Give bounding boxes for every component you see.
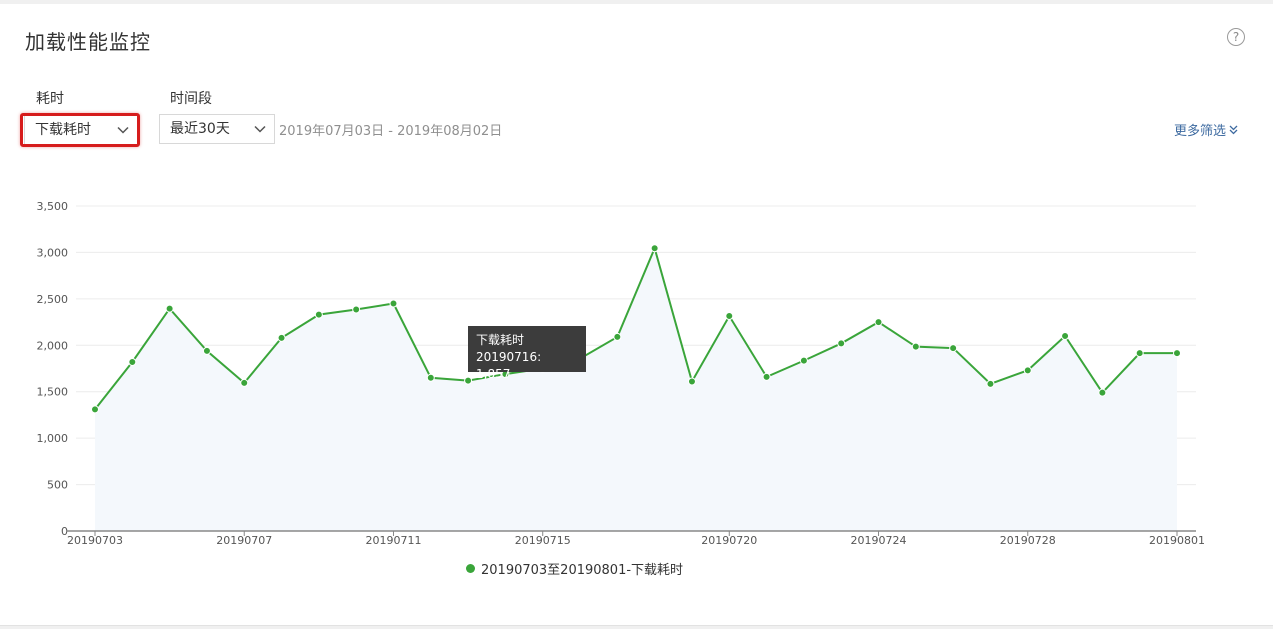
y-tick-label: 3,000 bbox=[37, 246, 69, 259]
data-point bbox=[613, 332, 622, 341]
more-filters-label: 更多筛选 bbox=[1174, 124, 1227, 139]
series-line bbox=[94, 245, 1177, 410]
metric-label: 耗时 bbox=[36, 91, 64, 107]
x-tick-label: 20190711 bbox=[365, 534, 421, 547]
period-label: 时间段 bbox=[170, 91, 212, 107]
data-point bbox=[874, 318, 883, 327]
metric-select-highlight bbox=[20, 113, 140, 147]
data-point bbox=[277, 333, 286, 342]
data-point bbox=[1173, 349, 1181, 358]
tooltip-title: 下载耗时 bbox=[476, 333, 525, 347]
help-icon[interactable]: ? bbox=[1227, 28, 1245, 46]
x-tick-label: 20190715 bbox=[515, 534, 571, 547]
data-point bbox=[464, 376, 473, 385]
data-point bbox=[314, 310, 323, 319]
data-point bbox=[128, 358, 137, 366]
double-chevron-down-icon bbox=[1229, 125, 1238, 134]
x-tick-label: 20190703 bbox=[67, 534, 123, 547]
x-tick-label: 20190801 bbox=[1149, 534, 1205, 547]
metric-select[interactable]: 下载耗时 bbox=[24, 115, 138, 145]
page-title: 加载性能监控 bbox=[25, 30, 151, 54]
x-tick-label: 20190728 bbox=[1000, 534, 1056, 547]
data-point bbox=[91, 405, 99, 414]
period-select[interactable]: 最近30天 bbox=[159, 114, 275, 144]
metric-select-value: 下载耗时 bbox=[35, 122, 91, 138]
y-tick-label: 1,500 bbox=[37, 386, 69, 399]
data-point bbox=[1135, 349, 1144, 358]
data-point bbox=[799, 356, 808, 365]
data-point bbox=[389, 299, 398, 308]
data-point bbox=[986, 379, 995, 388]
data-point bbox=[1098, 388, 1107, 397]
chart-legend[interactable]: 20190703至20190801-下载耗时 bbox=[466, 559, 683, 578]
data-point bbox=[165, 304, 174, 313]
data-point bbox=[1061, 332, 1070, 340]
data-point bbox=[837, 339, 846, 348]
x-tick-label: 20190707 bbox=[216, 534, 272, 547]
y-tick-label: 0 bbox=[61, 525, 68, 538]
data-point bbox=[762, 372, 771, 381]
data-point bbox=[202, 346, 211, 355]
x-tick-label: 20190724 bbox=[851, 534, 907, 547]
y-tick-label: 500 bbox=[47, 479, 68, 492]
legend-label: 20190703至20190801-下载耗时 bbox=[481, 563, 684, 578]
y-tick-label: 2,500 bbox=[37, 293, 69, 306]
y-tick-label: 2,000 bbox=[37, 339, 69, 352]
data-point bbox=[650, 244, 659, 253]
chevron-down-icon bbox=[254, 115, 266, 143]
more-filters-link[interactable]: 更多筛选 bbox=[1174, 120, 1238, 139]
chart-tooltip: 下载耗时 20190716: 1,857 bbox=[468, 326, 586, 381]
data-point bbox=[911, 342, 920, 351]
data-point bbox=[725, 312, 734, 321]
y-tick-label: 1,000 bbox=[37, 432, 69, 445]
tooltip-value: 20190716: 1,857 bbox=[476, 350, 542, 381]
data-point bbox=[426, 373, 435, 382]
legend-dot bbox=[466, 564, 475, 573]
data-point bbox=[949, 344, 958, 353]
data-point bbox=[352, 305, 361, 314]
date-range: 2019年07月03日 - 2019年08月02日 bbox=[279, 124, 503, 139]
data-point bbox=[1023, 366, 1032, 375]
x-tick-label: 20190720 bbox=[701, 534, 757, 547]
y-tick-label: 3,500 bbox=[37, 200, 69, 213]
data-point bbox=[240, 378, 249, 387]
chevron-down-icon bbox=[117, 116, 129, 144]
period-select-value: 最近30天 bbox=[170, 121, 230, 137]
chart-area bbox=[95, 248, 1177, 531]
data-point bbox=[687, 377, 696, 386]
